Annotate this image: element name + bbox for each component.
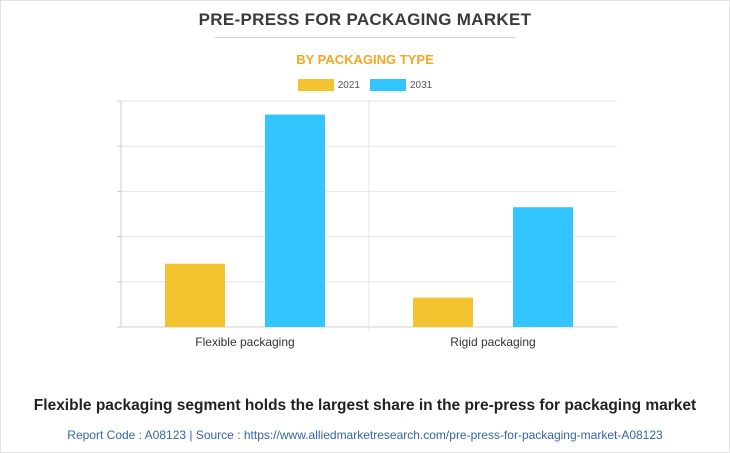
legend-swatch-2031: [370, 79, 406, 91]
bar-2021-flexible: [165, 263, 225, 327]
legend-swatch-2021: [297, 79, 334, 91]
chart-caption: Flexible packaging segment holds the lar…: [33, 397, 697, 414]
chart-subtitle: BY PACKAGING TYPE: [296, 52, 434, 67]
legend-item-2031: 2031: [370, 79, 432, 91]
bar-2031-flexible: [265, 114, 325, 327]
title-divider: [215, 37, 515, 38]
legend-label-2031: 2031: [410, 79, 433, 91]
legend-label-2021: 2021: [337, 79, 360, 91]
source-line: Report Code : A08123 | Source : https://…: [67, 428, 663, 442]
legend-item-2021: 2021: [297, 79, 360, 91]
legend: 2021 2031: [0, 79, 730, 91]
bar-2031-rigid: [513, 207, 573, 327]
x-tick-label: Rigid packaging: [450, 335, 535, 349]
chart-title: PRE-PRESS FOR PACKAGING MARKET: [198, 10, 532, 29]
x-tick-label: Flexible packaging: [195, 335, 294, 349]
bar-2021-rigid: [413, 297, 473, 327]
